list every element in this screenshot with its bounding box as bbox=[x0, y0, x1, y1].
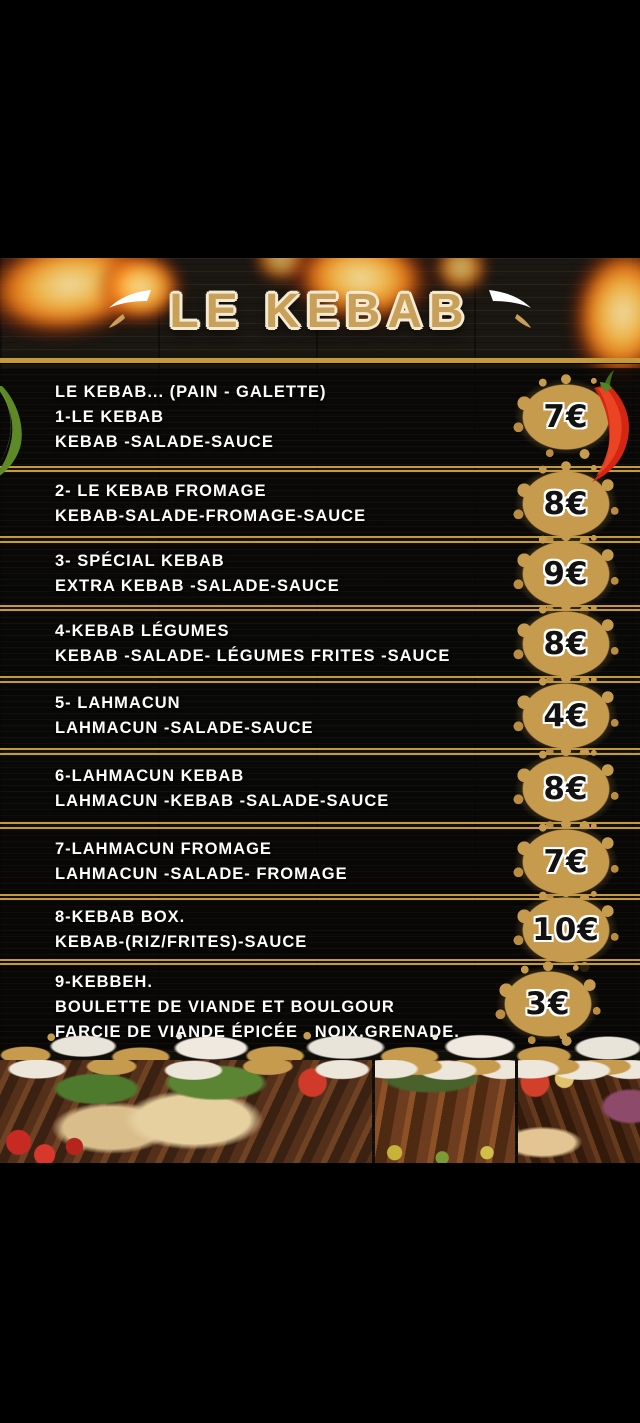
price-badge: 8€ bbox=[508, 745, 624, 832]
menu-item-2: 2- LE KEBAB FROMAGE KEBAB-SALADE-FROMAGE… bbox=[0, 461, 640, 547]
green-chili-icon bbox=[0, 386, 38, 491]
price: 7€ bbox=[543, 843, 589, 880]
menu-item-name: 6-LAHMACUN KEBAB bbox=[55, 766, 245, 785]
menu-item-desc: KEBAB -SALADE- LÉGUMES FRITES -SAUCE bbox=[55, 646, 451, 665]
menu-item-desc: LAHMACUN -SALADE- FROMAGE bbox=[55, 864, 348, 883]
menu-board: LE KEBAB L bbox=[0, 258, 640, 1163]
paint-splatter-decoration bbox=[375, 1060, 515, 1082]
gold-splatter-icon bbox=[508, 745, 624, 832]
header: LE KEBAB bbox=[0, 284, 640, 339]
grilled-kebab-photo bbox=[518, 1060, 640, 1163]
price: 4€ bbox=[543, 697, 589, 734]
menu-item-desc: KEBAB -SALADE-SAUCE bbox=[55, 432, 274, 451]
flame-icon bbox=[432, 258, 490, 295]
menu-item-name: 2- LE KEBAB FROMAGE bbox=[55, 482, 267, 500]
menu-item-header: LE KEBAB... (PAIN - GALETTE) bbox=[55, 382, 327, 401]
gold-splatter-icon bbox=[508, 600, 624, 687]
swoosh-left-icon bbox=[103, 288, 155, 335]
menu-item-3: 3- SPÉCIAL KEBAB EXTRA KEBAB -SALADE-SAU… bbox=[0, 531, 640, 617]
menu-item-name: 9-KEBBEH. bbox=[55, 972, 153, 991]
paint-splatter-decoration bbox=[0, 1060, 372, 1082]
menu-item-desc: LAHMACUN -KEBAB -SALADE-SAUCE bbox=[55, 791, 390, 810]
menu-item-name: 4-KEBAB LÉGUMES bbox=[55, 621, 230, 640]
menu-item-5: 5- LAHMACUN LAHMACUN -SALADE-SAUCE 4€ bbox=[0, 672, 640, 759]
price-badge: 8€ bbox=[508, 600, 624, 687]
gold-divider bbox=[0, 358, 640, 363]
kebab-platter-photo bbox=[0, 1060, 372, 1163]
paint-splatter-decoration bbox=[518, 1060, 640, 1082]
price-badge: 4€ bbox=[508, 672, 624, 759]
price: 8€ bbox=[543, 625, 589, 662]
kebab-skewers-photo bbox=[375, 1060, 515, 1163]
page-title: LE KEBAB bbox=[169, 285, 471, 338]
menu-item-1: LE KEBAB... (PAIN - GALETTE) 1-LE KEBAB … bbox=[0, 368, 640, 468]
price: 7€ bbox=[543, 399, 589, 435]
food-photo-strip bbox=[0, 1060, 640, 1163]
menu-item-name: 3- SPÉCIAL KEBAB bbox=[55, 552, 225, 570]
menu-item-desc: KEBAB-(RIZ/FRITES)-SAUCE bbox=[55, 932, 308, 951]
gold-splatter-icon bbox=[508, 886, 624, 973]
red-chili-icon bbox=[554, 370, 640, 491]
menu-item-name: 5- LAHMACUN bbox=[55, 693, 181, 712]
menu-item-desc: LAHMACUN -SALADE-SAUCE bbox=[55, 718, 314, 737]
menu-item-desc: KEBAB-SALADE-FROMAGE-SAUCE bbox=[55, 507, 367, 525]
price: 8€ bbox=[543, 770, 589, 807]
price: 9€ bbox=[543, 556, 589, 592]
price: 10€ bbox=[532, 911, 600, 948]
menu-item-name: 8-KEBAB BOX. bbox=[55, 907, 186, 926]
menu-item-name: 1-LE KEBAB bbox=[55, 407, 165, 426]
swoosh-right-icon bbox=[485, 288, 537, 335]
menu-item-7: 7-LAHMACUN FROMAGE LAHMACUN -SALADE- FRO… bbox=[0, 818, 640, 905]
menu-item-name: 7-LAHMACUN FROMAGE bbox=[55, 839, 272, 858]
menu-item-desc: EXTRA KEBAB -SALADE-SAUCE bbox=[55, 577, 340, 595]
gold-splatter-icon bbox=[508, 672, 624, 759]
menu-item-4: 4-KEBAB LÉGUMES KEBAB -SALADE- LÉGUMES F… bbox=[0, 600, 640, 687]
price: 8€ bbox=[543, 486, 589, 522]
price: 3€ bbox=[525, 986, 571, 1022]
price-badge: 10€ bbox=[508, 886, 624, 973]
menu-item-desc: BOULETTE DE VIANDE ET BOULGOUR bbox=[55, 997, 395, 1016]
menu-item-8: 8-KEBAB BOX. KEBAB-(RIZ/FRITES)-SAUCE 10… bbox=[0, 886, 640, 973]
menu-item-6: 6-LAHMACUN KEBAB LAHMACUN -KEBAB -SALADE… bbox=[0, 745, 640, 832]
